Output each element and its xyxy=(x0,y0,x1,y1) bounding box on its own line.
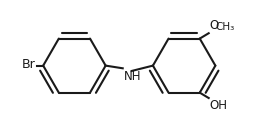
Text: OH: OH xyxy=(209,99,227,112)
Text: Br: Br xyxy=(21,58,35,71)
Text: O: O xyxy=(209,19,218,32)
Text: CH₃: CH₃ xyxy=(215,22,234,32)
Text: NH: NH xyxy=(123,70,140,83)
